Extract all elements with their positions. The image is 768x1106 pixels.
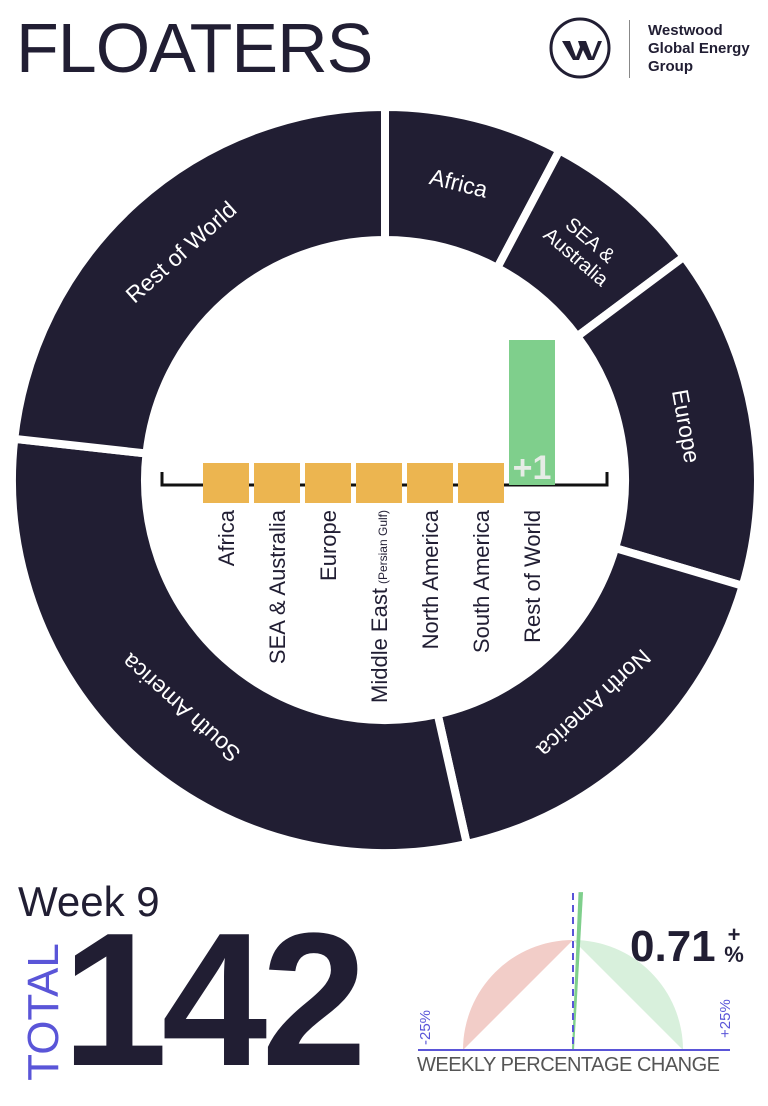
bar-data-label: +1 <box>513 449 552 487</box>
logo-line: Group <box>648 58 693 75</box>
gauge-max-label: +25% <box>717 999 734 1038</box>
bar-zero <box>254 463 300 503</box>
category-name: Europe <box>316 510 341 581</box>
bar-zero <box>305 463 351 503</box>
total-value: 142 <box>62 894 367 1106</box>
category-name: North America <box>418 509 443 649</box>
gauge-needle <box>572 892 584 1050</box>
gauge-xlabel: WEEKLY PERCENTAGE CHANGE <box>417 1054 720 1076</box>
plus-sign: + <box>727 922 741 947</box>
gauge-min-label: -25% <box>417 1010 434 1045</box>
gauge-negative-half <box>463 940 573 1050</box>
bar-category-label: Middle East (Persian Gulf) <box>367 510 392 703</box>
percent-sign: +% <box>724 922 744 967</box>
donut-segment <box>8 434 472 857</box>
category-name: Africa <box>214 509 239 566</box>
bar-category-label: South America <box>469 509 494 653</box>
percent-unit: % <box>724 942 744 967</box>
w-circle-logo-icon <box>549 17 611 79</box>
bar-zero <box>356 463 402 503</box>
bar-category-label: Africa <box>214 509 239 566</box>
donut-segment <box>432 543 748 849</box>
donut-segment <box>9 102 389 458</box>
bar-category-label: Europe <box>316 510 341 581</box>
bar-zero <box>203 463 249 503</box>
bar-category-label: Rest of World <box>520 510 545 643</box>
bar-zero <box>458 463 504 503</box>
total-label: TOTAL <box>19 943 68 1081</box>
category-name: SEA & Australia <box>265 509 290 664</box>
gauge-positive-half <box>573 940 683 1050</box>
logo-divider <box>629 20 630 78</box>
bar-category-label: North America <box>418 509 443 649</box>
category-name: Middle East <box>367 588 392 703</box>
week-label: Week 9 <box>18 878 160 925</box>
bar-zero <box>407 463 453 503</box>
category-note: (Persian Gulf) <box>376 510 390 584</box>
logo-line: Westwood <box>648 22 723 39</box>
bar-category-label: SEA & Australia <box>265 509 290 664</box>
percent-change-value: 0.71 <box>630 922 716 971</box>
bar <box>509 340 555 485</box>
logo-text: Westwood Global Energy Group <box>648 22 750 76</box>
category-name: Rest of World <box>520 510 545 643</box>
page-title: FLOATERS <box>16 9 373 87</box>
category-name: South America <box>469 509 494 653</box>
logo-line: Global Energy <box>648 40 750 57</box>
